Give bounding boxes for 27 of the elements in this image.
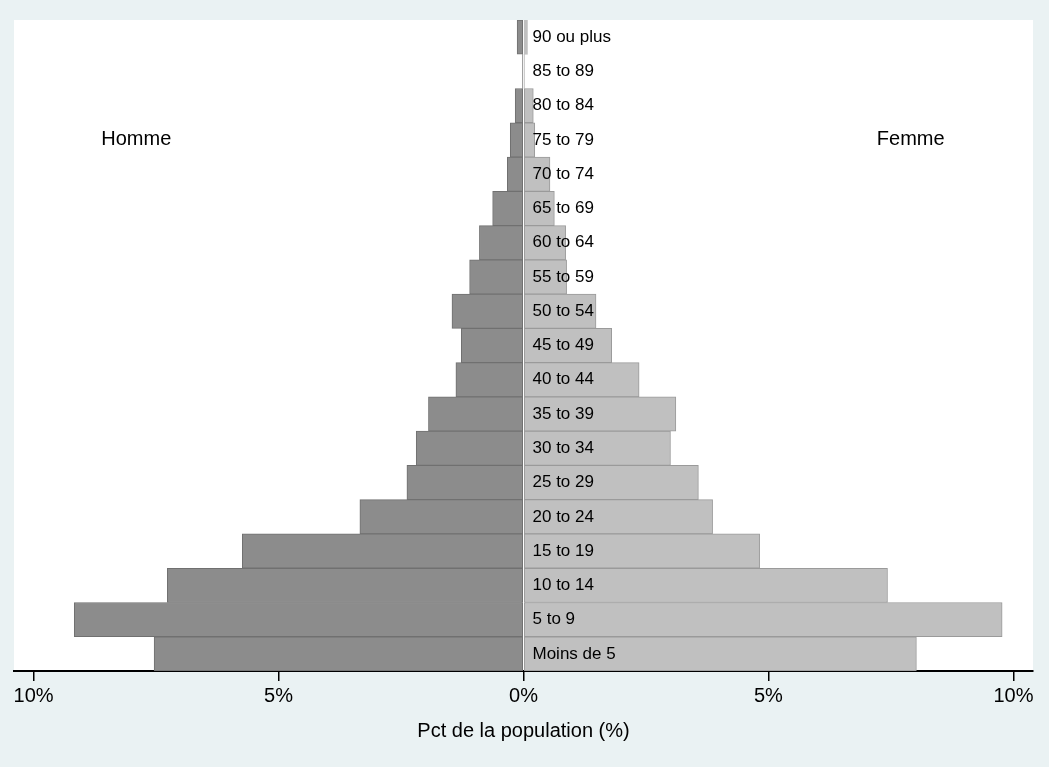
y-tick-label: 65 to 69: [532, 198, 594, 218]
y-tick-label: 35 to 39: [532, 403, 594, 423]
x-tick-label: 0%: [509, 683, 539, 706]
x-tick-label: 10%: [13, 683, 54, 706]
y-tick-label: 15 to 19: [532, 540, 594, 560]
y-tick-label: 60 to 64: [532, 232, 594, 252]
y-tick-label: 85 to 89: [532, 61, 594, 81]
x-tick-label: 10%: [993, 683, 1034, 706]
y-tick-label: 20 to 24: [532, 506, 594, 526]
y-tick-label: 5 to 9: [532, 609, 576, 629]
y-tick-label: 10 to 14: [532, 575, 594, 595]
x-axis-title: Pct de la population (%): [417, 718, 630, 741]
x-tick-label: 5%: [264, 683, 294, 706]
x-tick-label: 5%: [754, 683, 784, 706]
annotation: Femme: [876, 127, 945, 150]
y-tick-label: 25 to 29: [532, 472, 594, 492]
y-tick-label: 55 to 59: [532, 266, 594, 286]
y-tick-label: 30 to 34: [532, 437, 594, 457]
y-tick-label: 80 to 84: [532, 95, 594, 115]
y-tick-label: 40 to 44: [532, 369, 594, 389]
y-tick-label: Moins de 5: [532, 643, 616, 663]
annotation: Homme: [101, 127, 172, 150]
y-tick-label: 75 to 79: [532, 129, 594, 149]
y-tick-label: 45 to 49: [532, 335, 594, 355]
y-tick-label: 50 to 54: [532, 300, 594, 320]
y-tick-label: 90 ou plus: [532, 26, 611, 46]
y-tick-label: 70 to 74: [532, 163, 594, 183]
